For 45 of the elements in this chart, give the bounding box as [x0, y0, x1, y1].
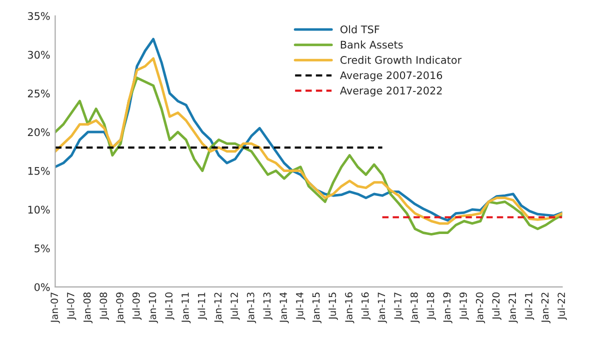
y-tick-label: 0% [34, 283, 50, 292]
y-tick-label: 20% [28, 128, 50, 136]
x-tick-label: Jul-13 [263, 292, 272, 320]
x-tick-label: Jul-11 [198, 292, 208, 320]
x-tick-label: Jan-15 [312, 292, 322, 324]
x-tick-label: Jul-14 [296, 292, 306, 320]
y-tick-label: 10% [28, 206, 50, 214]
x-tick-label: Jul-21 [524, 292, 534, 320]
legend-label: Credit Growth Indicator [340, 56, 462, 64]
x-tick-label: Jan-13 [246, 292, 256, 324]
legend-label: Old TSF [340, 25, 380, 34]
x-tick-label: Jan-22 [541, 292, 550, 324]
x-tick-label: Jan-17 [378, 292, 387, 324]
legend-label: Average 2007-2016 [340, 71, 442, 82]
x-tick-label: Jan-10 [148, 292, 158, 324]
x-tick-label: Jan-08 [83, 292, 93, 324]
x-tick-label: Jan-09 [116, 292, 126, 324]
x-tick-label: Jan-16 [345, 292, 354, 324]
x-tick-label: Jul-10 [164, 292, 174, 320]
x-tick-label: Jan-21 [508, 292, 518, 324]
x-tick-label: Jan-12 [214, 292, 224, 324]
x-tick-label: Jul-18 [426, 292, 436, 320]
x-tick-label: Jul-19 [459, 292, 469, 320]
y-tick-label: 30% [28, 50, 50, 59]
x-tick-label: Jul-09 [132, 292, 142, 320]
x-tick-label: Jan-19 [443, 292, 452, 324]
x-tick-label: Jul-22 [557, 292, 567, 320]
y-tick-label: 15% [28, 167, 50, 175]
x-tick-label: Jul-20 [492, 292, 502, 320]
y-tick-label: 35% [28, 12, 50, 20]
x-tick-label: Jan-18 [410, 292, 420, 324]
legend-label: Average 2017-2022 [340, 86, 442, 96]
legend-label: Bank Assets [340, 40, 403, 49]
x-tick-label: Jul-17 [394, 292, 404, 320]
y-tick-label: 25% [28, 90, 50, 98]
x-tick-label: Jan-14 [280, 292, 289, 324]
x-tick-label: Jul-15 [328, 292, 338, 320]
x-tick-label: Jul-08 [100, 292, 109, 320]
x-tick-label: Jul-07 [66, 292, 76, 320]
x-tick-label: Jan-20 [476, 292, 486, 324]
x-tick-label: Jan-11 [182, 292, 191, 324]
x-tick-label: Jan-07 [50, 292, 60, 324]
x-tick-label: Jul-12 [230, 292, 240, 320]
x-tick-label: Jul-16 [361, 292, 371, 320]
y-tick-label: 5% [34, 244, 50, 252]
